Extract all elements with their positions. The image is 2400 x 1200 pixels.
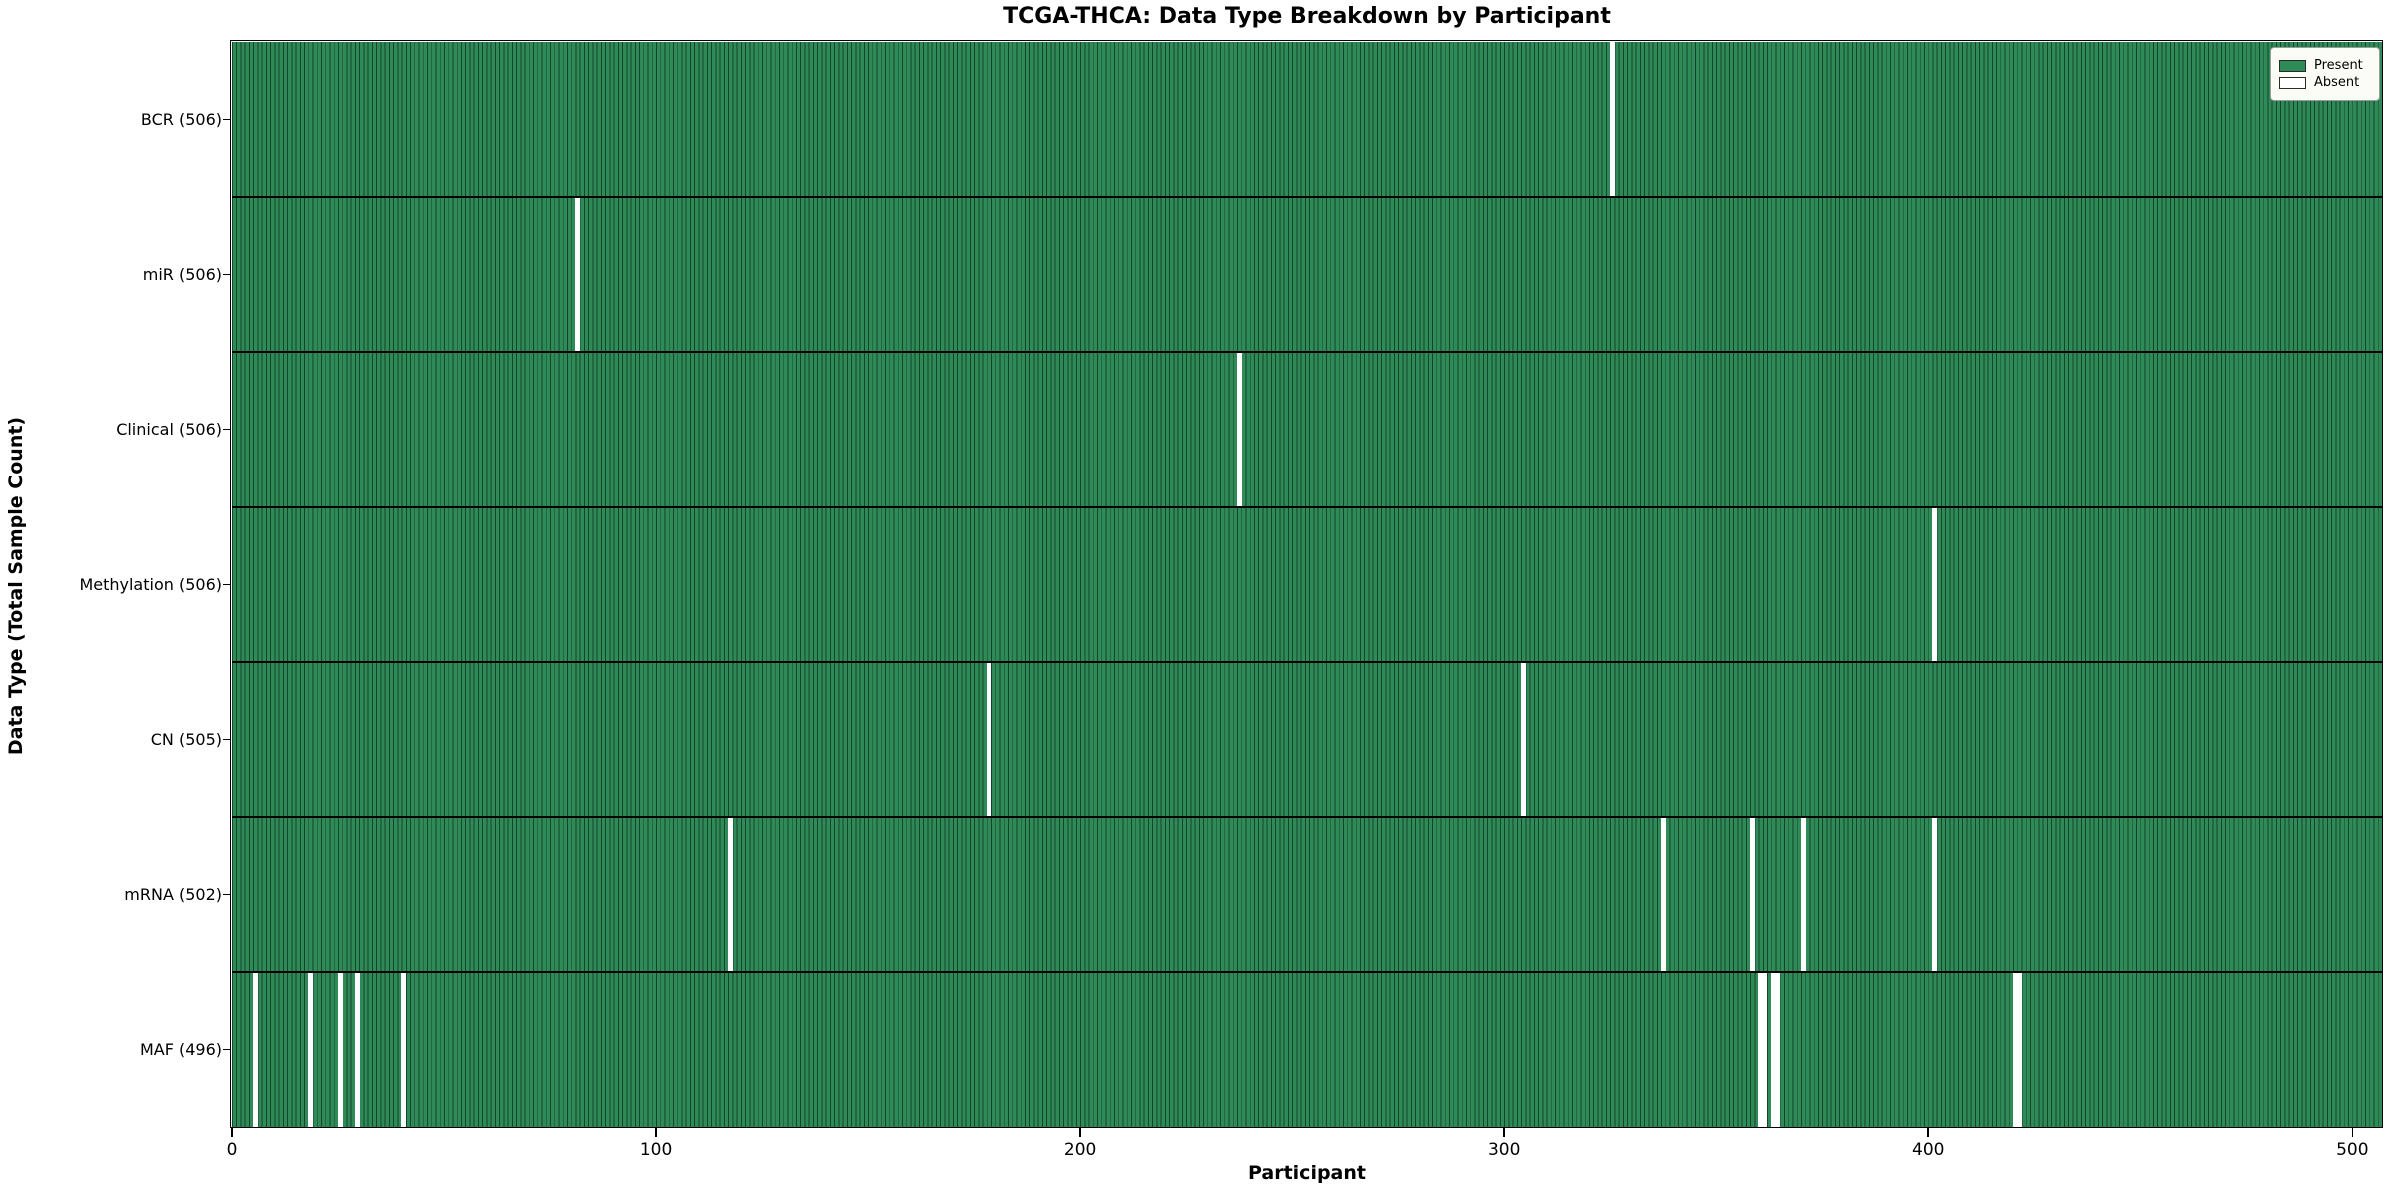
y-tick-label: MAF (496) <box>139 1039 222 1059</box>
row-separator <box>232 196 2382 198</box>
data-row-Methylation <box>232 507 2382 662</box>
absent-gap <box>1758 972 1764 1127</box>
y-tick-mark <box>223 273 231 276</box>
x-tick-mark <box>2351 1128 2354 1137</box>
absent-gap <box>1609 42 1615 197</box>
absent-gap <box>1932 507 1938 662</box>
y-tick-mark <box>223 118 231 121</box>
legend-entry-absent: Absent <box>2271 76 2379 89</box>
absent-gap <box>575 197 581 352</box>
row-separator <box>232 816 2382 818</box>
y-tick-label: miR (506) <box>142 264 222 284</box>
data-row-BCR <box>232 42 2382 197</box>
x-tick-mark <box>655 1128 657 1137</box>
row-separator <box>232 661 2382 663</box>
legend-entry-present: Present <box>2271 59 2379 72</box>
y-tick-mark <box>223 428 231 431</box>
absent-gap <box>1660 817 1666 972</box>
legend-absent-label: Absent <box>2314 75 2360 90</box>
x-axis-label: Participant <box>1247 1162 1366 1184</box>
absent-gap <box>1775 972 1781 1127</box>
data-row-mRNA <box>232 817 2382 972</box>
absent-gap <box>1932 817 1938 972</box>
legend: Present Absent <box>2270 47 2380 101</box>
absent-gap <box>1800 817 1806 972</box>
plot-area <box>232 42 2382 1127</box>
chart-title: TCGA-THCA: Data Type Breakdown by Partic… <box>1003 4 1611 29</box>
y-tick-mark <box>223 738 231 741</box>
absent-gap <box>1762 972 1768 1127</box>
absent-gap <box>727 817 733 972</box>
x-tick-mark <box>1927 1128 1930 1137</box>
x-tick-label: 100 <box>639 1140 673 1160</box>
x-tick-label: 400 <box>1912 1140 1945 1160</box>
data-row-MAF <box>232 972 2382 1127</box>
x-tick-label: 300 <box>1487 1140 1521 1160</box>
y-tick-label: mRNA (502) <box>124 884 222 904</box>
x-tick-label: 200 <box>1063 1140 1097 1160</box>
row-separator <box>232 351 2382 353</box>
absent-gap <box>2017 972 2022 1127</box>
row-separator <box>232 506 2382 508</box>
legend-present-label: Present <box>2314 58 2363 73</box>
absent-gap <box>401 972 407 1127</box>
x-tick-mark <box>231 1128 233 1137</box>
absent-gap <box>1771 972 1776 1127</box>
y-tick-label: Clinical (506) <box>116 419 222 439</box>
y-tick-mark <box>223 583 231 586</box>
x-tick-mark <box>1079 1128 1081 1137</box>
absent-gap <box>2012 972 2018 1127</box>
y-tick-mark <box>223 1048 231 1051</box>
absent-gap <box>1520 662 1526 817</box>
x-tick-label: 500 <box>2336 1140 2369 1160</box>
present-swatch-icon <box>2279 59 2306 72</box>
absent-gap <box>1749 817 1755 972</box>
absent-gap <box>1236 352 1242 507</box>
absent-gap <box>252 972 258 1127</box>
absent-gap <box>986 662 992 817</box>
y-tick-label: Methylation (506) <box>79 574 222 594</box>
y-tick-label: CN (505) <box>150 729 222 749</box>
y-tick-label: BCR (506) <box>140 109 222 129</box>
data-row-CN <box>232 662 2382 817</box>
data-row-miR <box>232 197 2382 352</box>
x-tick-mark <box>1503 1128 1505 1137</box>
absent-gap <box>337 972 343 1127</box>
data-row-Clinical <box>232 352 2382 507</box>
absent-gap <box>354 972 360 1127</box>
absent-gap <box>308 972 313 1127</box>
row-separator <box>232 971 2382 973</box>
x-tick-label: 0 <box>226 1140 238 1160</box>
absent-swatch-icon <box>2279 76 2306 89</box>
y-tick-mark <box>223 893 231 896</box>
